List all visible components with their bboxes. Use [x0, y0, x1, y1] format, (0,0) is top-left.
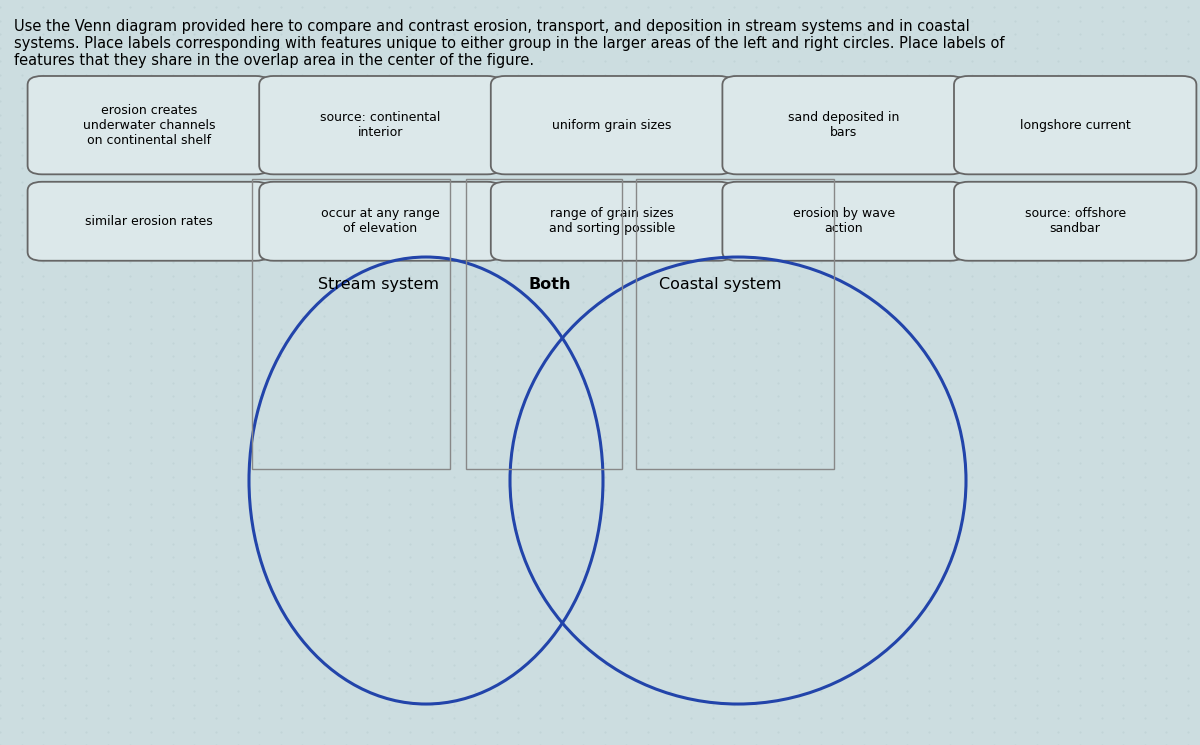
FancyBboxPatch shape — [28, 182, 270, 261]
Text: uniform grain sizes: uniform grain sizes — [552, 118, 672, 132]
FancyBboxPatch shape — [954, 76, 1196, 174]
FancyBboxPatch shape — [491, 76, 733, 174]
Text: erosion by wave
action: erosion by wave action — [792, 207, 895, 235]
FancyBboxPatch shape — [722, 182, 965, 261]
Text: source: offshore
sandbar: source: offshore sandbar — [1025, 207, 1126, 235]
Text: Use the Venn diagram provided here to compare and contrast erosion, transport, a: Use the Venn diagram provided here to co… — [14, 19, 1004, 69]
Text: erosion creates
underwater channels
on continental shelf: erosion creates underwater channels on c… — [83, 104, 215, 147]
Text: source: continental
interior: source: continental interior — [320, 111, 440, 139]
Text: Stream system: Stream system — [318, 277, 438, 292]
FancyBboxPatch shape — [722, 76, 965, 174]
FancyBboxPatch shape — [491, 182, 733, 261]
Text: sand deposited in
bars: sand deposited in bars — [788, 111, 899, 139]
Text: longshore current: longshore current — [1020, 118, 1130, 132]
Text: occur at any range
of elevation: occur at any range of elevation — [322, 207, 439, 235]
Text: range of grain sizes
and sorting possible: range of grain sizes and sorting possibl… — [548, 207, 676, 235]
Text: similar erosion rates: similar erosion rates — [85, 215, 212, 228]
FancyBboxPatch shape — [954, 182, 1196, 261]
FancyBboxPatch shape — [28, 76, 270, 174]
Text: Coastal system: Coastal system — [659, 277, 781, 292]
FancyBboxPatch shape — [259, 76, 502, 174]
FancyBboxPatch shape — [259, 182, 502, 261]
Text: Both: Both — [528, 277, 571, 292]
